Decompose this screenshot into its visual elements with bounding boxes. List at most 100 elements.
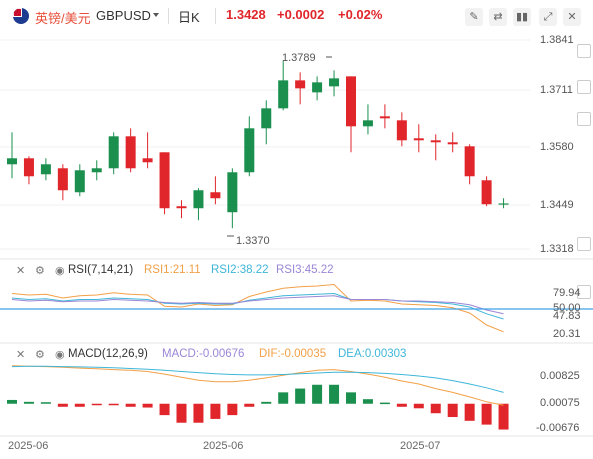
side-toolbar-button[interactable] — [577, 237, 591, 251]
candle-body — [74, 170, 85, 193]
divider — [168, 8, 169, 24]
side-toolbar-button[interactable] — [577, 112, 591, 126]
last-price: 1.3428 — [226, 7, 266, 22]
candle-body — [481, 180, 492, 205]
side-toolbar-button[interactable] — [577, 285, 591, 299]
candle-body — [413, 138, 424, 141]
price-tick: 1.3449 — [540, 199, 574, 211]
eye-icon[interactable]: ◉ — [55, 349, 65, 361]
macd-histogram-bar — [74, 403, 85, 407]
pair-name[interactable]: 英镑/美元 — [35, 11, 91, 26]
fullscreen-icon[interactable]: ⤢ — [539, 8, 557, 26]
macd-title: MACD(12,26,9) — [68, 348, 148, 360]
x-axis-label: 2025-06 — [8, 440, 49, 452]
macd-histogram-bar — [481, 403, 492, 425]
candle-body — [57, 168, 68, 191]
uk-flag-icon — [13, 8, 29, 24]
candle-body — [40, 164, 51, 175]
candle-body — [396, 120, 407, 141]
macd-tick: 0.00825 — [540, 370, 580, 382]
macd-line-dea — [11, 365, 504, 393]
macd-histogram-bar — [91, 403, 102, 406]
candle-body — [91, 168, 102, 173]
price-change: +0.0002 — [277, 7, 325, 22]
macd-value: MACD:-0.00676 — [162, 348, 245, 360]
low-annotation: 1.3370 — [236, 235, 270, 247]
price-tick: 1.3841 — [540, 34, 574, 46]
side-toolbar-button[interactable] — [577, 44, 591, 58]
interval-selector[interactable]: 日K — [178, 10, 200, 25]
draw-icon[interactable]: ✎ — [465, 8, 483, 26]
close-icon[interactable]: ✕ — [563, 8, 581, 26]
macd-tick: 0.00075 — [540, 397, 580, 409]
candle-body — [108, 136, 119, 169]
macd-histogram-bar — [210, 403, 221, 419]
macd-histogram-bar — [125, 403, 136, 407]
candle-body — [142, 158, 153, 163]
rsi-tick: 50.00 — [553, 302, 581, 314]
eye-icon[interactable]: ◉ — [55, 265, 65, 277]
close-icon[interactable]: ✕ — [16, 349, 26, 361]
macd-histogram-bar — [108, 403, 119, 406]
macd-histogram-bar — [57, 403, 68, 407]
price-tick: 1.3711 — [540, 84, 573, 96]
dea-value: DEA:0.00303 — [338, 348, 407, 360]
rsi-tick: 47.83 — [553, 310, 581, 322]
macd-histogram-bar — [464, 403, 475, 421]
macd-histogram-bar — [40, 402, 51, 404]
candle-body — [261, 108, 272, 129]
gear-icon[interactable]: ⚙ — [35, 349, 45, 361]
rsi2-value: RSI2:38.22 — [211, 264, 269, 276]
candle-body — [447, 142, 458, 145]
indicator-icon[interactable]: ▮▮ — [513, 8, 531, 26]
macd-histogram-bar — [159, 403, 170, 416]
candle-body — [210, 192, 221, 199]
rsi3-value: RSI3:45.22 — [276, 264, 334, 276]
macd-histogram-bar — [176, 403, 187, 423]
high-annotation: 1.3789 — [282, 52, 316, 64]
candle-body — [430, 140, 441, 143]
candle-body — [498, 203, 509, 205]
dif-value: DIF:-0.00035 — [259, 348, 327, 360]
macd-histogram-bar — [278, 392, 289, 404]
macd-histogram-bar — [379, 402, 390, 405]
macd-histogram-bar — [227, 403, 238, 416]
candle-body — [23, 158, 34, 177]
candlestick-series — [7, 60, 509, 229]
x-axis-label: 2025-06 — [203, 440, 244, 452]
rsi-tick: 79.94 — [553, 287, 581, 299]
macd-histogram-bar — [329, 384, 340, 404]
candle-body — [176, 206, 187, 209]
candle-body — [295, 80, 306, 89]
close-icon[interactable]: ✕ — [16, 265, 26, 277]
compare-icon[interactable]: ⇄ — [489, 8, 507, 26]
macd-histogram-bar — [346, 392, 356, 404]
macd-histogram-bar — [498, 403, 509, 430]
candle-body — [329, 78, 340, 87]
pair-code[interactable]: GBPUSD — [96, 8, 151, 23]
candle-body — [159, 152, 170, 209]
candle-body — [278, 80, 289, 109]
candle-body — [346, 76, 356, 127]
macd-tick: -0.00676 — [536, 422, 580, 434]
macd-histogram-bar — [362, 399, 373, 404]
chart-header: 英镑/美元 GBPUSD 日K 1.3428 +0.0002 +0.02% ✎ … — [0, 0, 593, 32]
candle-body — [362, 120, 373, 127]
macd-histogram-bar — [7, 399, 17, 404]
rsi-panel — [11, 283, 504, 333]
gear-icon[interactable]: ⚙ — [35, 265, 45, 277]
chevron-down-icon[interactable] — [153, 13, 159, 17]
macd-histogram-bar — [193, 403, 204, 423]
macd-histogram-bar — [413, 403, 424, 409]
rsi-line-rsi2 — [11, 292, 504, 320]
macd-histogram-bar — [447, 403, 458, 418]
side-toolbar-button[interactable] — [577, 80, 591, 94]
macd-histogram-bar — [430, 403, 441, 414]
rsi-line-rsi3 — [11, 295, 504, 315]
macd-histogram-bar — [295, 388, 306, 404]
price-change-percent: +0.02% — [338, 7, 383, 22]
candle-body — [464, 146, 475, 177]
candle-body — [193, 190, 204, 209]
macd-histogram-bar — [396, 403, 407, 407]
